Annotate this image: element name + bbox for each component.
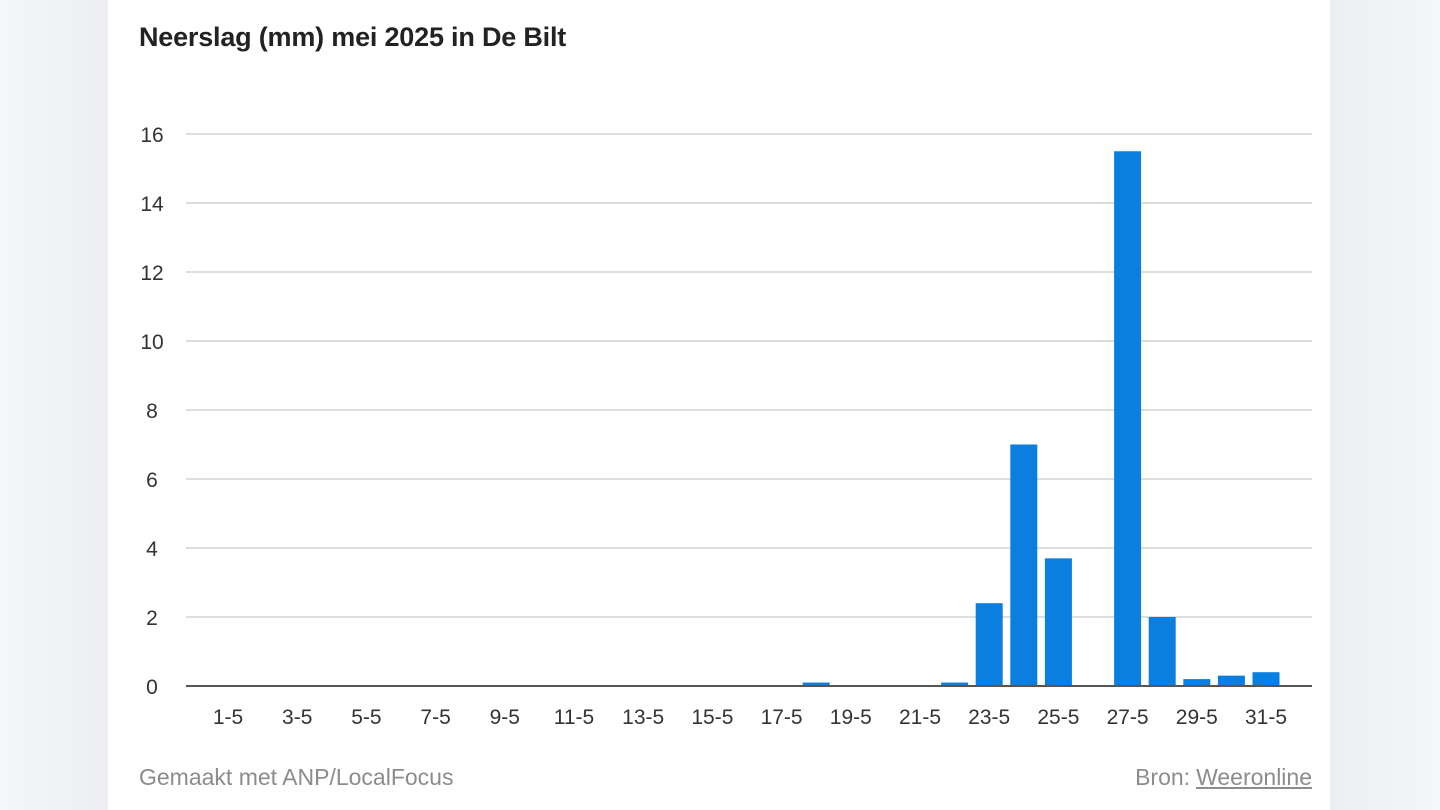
source: Bron: Weeronline <box>1135 764 1312 791</box>
y-tick-label: 12 <box>140 262 163 285</box>
y-tick-label: 10 <box>140 331 163 354</box>
source-label: Bron: <box>1135 764 1191 790</box>
bar-22-5 <box>941 682 969 686</box>
gridlines <box>186 133 1312 618</box>
x-tick-label: 23-5 <box>968 706 1010 729</box>
y-tick-label: 6 <box>146 469 158 492</box>
bar-27-5 <box>1114 151 1142 686</box>
bar-31-5 <box>1252 672 1280 686</box>
page-background-left <box>0 0 108 810</box>
y-tick-label: 2 <box>146 607 158 630</box>
y-tick-label: 16 <box>140 124 163 147</box>
chart-card: Neerslag (mm) mei 2025 in De Bilt 0 2 4 6 8 1… <box>108 0 1330 810</box>
x-tick-label: 25-5 <box>1037 706 1079 729</box>
bar-chart: 0 2 4 6 8 10 12 14 16 1-5 3-5 5-5 7-5 9-5 11-5 13-5 15-… <box>140 124 1312 729</box>
x-tick-label: 15-5 <box>691 706 733 729</box>
x-tick-label: 29-5 <box>1176 706 1218 729</box>
x-tick-label: 5-5 <box>351 706 381 729</box>
bar-28-5 <box>1148 617 1176 686</box>
y-tick-label: 8 <box>146 400 158 423</box>
source-link[interactable]: Weeronline <box>1196 764 1312 790</box>
chart-title: Neerslag (mm) mei 2025 in De Bilt <box>139 22 567 52</box>
y-tick-label: 4 <box>146 538 158 561</box>
x-tick-label: 31-5 <box>1245 706 1287 729</box>
credit-text: Gemaakt met ANP/LocalFocus <box>139 764 454 790</box>
x-tick-label: 17-5 <box>761 706 803 729</box>
bars <box>802 151 1280 686</box>
y-axis-ticks: 0 2 4 6 8 10 12 14 16 <box>140 124 164 699</box>
bar-30-5 <box>1217 675 1245 686</box>
x-tick-label: 27-5 <box>1107 706 1149 729</box>
x-tick-label: 21-5 <box>899 706 941 729</box>
y-tick-label: 14 <box>140 193 164 216</box>
x-tick-label: 7-5 <box>420 706 450 729</box>
bar-25-5 <box>1044 558 1072 686</box>
x-axis-ticks: 1-5 3-5 5-5 7-5 9-5 11-5 13-5 15-5 17-5 19-5 21-5 2… <box>213 706 1287 729</box>
bar-18-5 <box>802 682 830 686</box>
bar-29-5 <box>1183 679 1211 686</box>
bar-24-5 <box>1010 444 1038 686</box>
bar-23-5 <box>975 603 1003 686</box>
x-tick-label: 13-5 <box>622 706 664 729</box>
x-tick-label: 3-5 <box>282 706 312 729</box>
page-background-right <box>1330 0 1440 810</box>
x-tick-label: 11-5 <box>554 706 594 729</box>
x-tick-label: 9-5 <box>490 706 520 729</box>
x-tick-label: 1-5 <box>213 706 243 729</box>
x-tick-label: 19-5 <box>830 706 872 729</box>
y-tick-label: 0 <box>146 676 158 699</box>
